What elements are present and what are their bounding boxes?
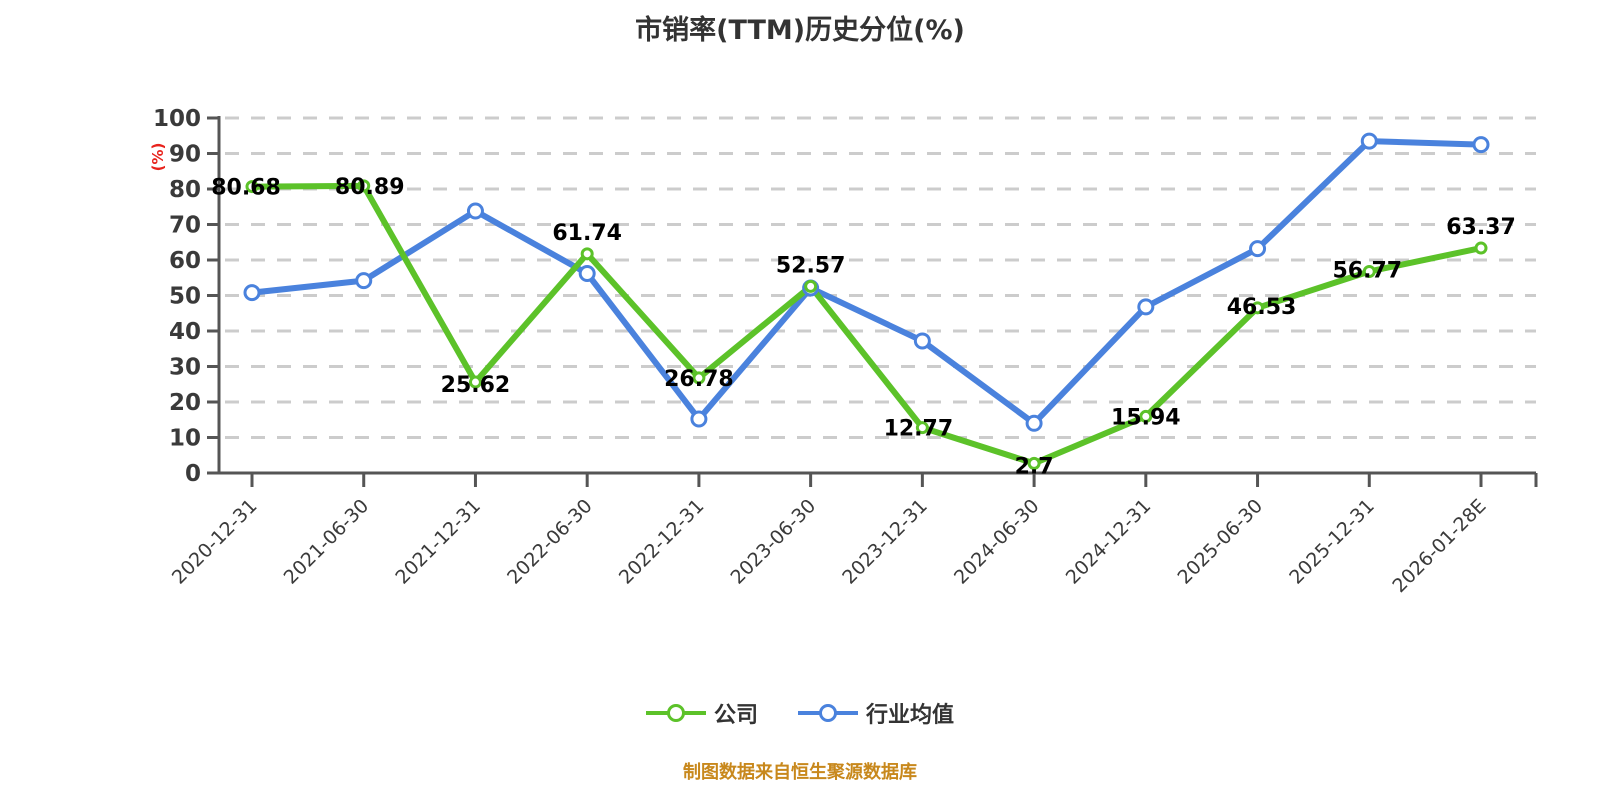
data-point[interactable]	[245, 180, 259, 194]
data-value-label: 46.53	[1227, 295, 1297, 320]
data-point[interactable]	[468, 375, 482, 389]
y-axis-tick-label: 60	[169, 248, 201, 274]
data-point[interactable]	[913, 332, 931, 350]
x-axis-tick-label: 2025-06-30	[1173, 495, 1267, 589]
y-axis-tick-label: 10	[169, 426, 201, 452]
legend-item-0[interactable]: 公司	[645, 697, 758, 729]
legend-marker-icon	[798, 702, 858, 724]
data-point[interactable]	[1137, 298, 1155, 316]
legend-label: 公司	[713, 703, 758, 728]
series-line-1	[249, 138, 1484, 427]
legend-marker-icon	[645, 702, 706, 724]
legend-dot-icon	[666, 704, 685, 722]
data-point[interactable]	[1472, 136, 1490, 154]
data-labels-group: 80.68 80.89 25.62 61.74 26.78 52.57 12.77 2.7 15…	[211, 175, 1516, 480]
legend-item-1[interactable]: 行业均值	[798, 697, 954, 729]
x-axis-tick-label: 2021-12-31	[391, 495, 485, 589]
x-axis-tick-label: 2023-06-30	[727, 495, 821, 589]
x-axis-tick-label: 2021-06-30	[280, 495, 374, 589]
data-value-label: 15.94	[1111, 405, 1181, 430]
data-point[interactable]	[1025, 414, 1043, 432]
data-point[interactable]	[1360, 132, 1378, 150]
data-value-label: 12.77	[884, 417, 954, 442]
data-value-label: 26.78	[664, 367, 734, 392]
data-point[interactable]	[355, 272, 373, 290]
data-point[interactable]	[915, 421, 929, 435]
data-point[interactable]	[804, 279, 818, 293]
y-axis-tick-label: 20	[169, 390, 201, 416]
y-axis-tick-label: 100	[153, 106, 201, 132]
y-axis: 0 10 20 30 40 50 60 70 80 90 100 (%)	[149, 106, 221, 487]
data-value-label: 61.74	[552, 221, 622, 246]
legend-dot-icon	[819, 704, 837, 722]
x-axis: 2020-12-31 2021-06-30 2021-12-31 2022-06-30…	[168, 471, 1538, 597]
data-point[interactable]	[580, 247, 594, 261]
data-point[interactable]	[1249, 240, 1267, 258]
data-point[interactable]	[690, 410, 708, 428]
y-axis-tick-label: 40	[169, 319, 201, 345]
data-point[interactable]	[466, 202, 484, 220]
x-axis-tick-label: 2022-06-30	[503, 495, 597, 589]
data-value-label: 80.89	[335, 175, 405, 200]
x-axis-tick-label: 2025-12-31	[1285, 495, 1379, 589]
y-axis-tick-label: 50	[169, 284, 201, 310]
chart-legend: 公司 行业均值	[0, 697, 1600, 729]
y-axis-tick-label: 70	[169, 213, 201, 239]
series-line-0	[249, 182, 1484, 467]
y-axis-tick-label: 80	[169, 177, 201, 203]
y-axis-tick-label: 30	[169, 355, 201, 381]
data-value-label: 2.7	[1015, 454, 1054, 479]
data-point[interactable]	[1474, 241, 1488, 255]
data-point[interactable]	[243, 284, 261, 302]
data-point[interactable]	[692, 371, 706, 385]
data-series-group	[243, 132, 1490, 470]
chart-title: 市销率(TTM)历史分位(%)	[635, 15, 965, 46]
x-axis-tick-label: 2022-12-31	[615, 495, 709, 589]
data-value-label: 25.62	[441, 373, 511, 398]
legend-label: 行业均值	[866, 703, 955, 728]
x-axis-tick-label: 2024-12-31	[1062, 495, 1156, 589]
y-axis-unit-label: (%)	[149, 143, 167, 172]
x-axis-tick-label: 2024-06-30	[950, 495, 1044, 589]
data-value-label: 63.37	[1446, 215, 1516, 240]
data-point[interactable]	[1027, 456, 1041, 470]
data-point[interactable]	[578, 264, 596, 282]
data-point[interactable]	[357, 179, 371, 193]
x-axis-tick-label: 2026-01-28E	[1388, 495, 1490, 597]
data-point[interactable]	[1139, 409, 1153, 423]
gridlines-group	[225, 116, 1536, 439]
data-value-label: 52.57	[776, 253, 846, 278]
footer-note: 制图数据来自恒生聚源数据库	[683, 762, 917, 783]
x-axis-tick-label: 2020-12-31	[168, 495, 262, 589]
y-axis-tick-label: 0	[185, 461, 201, 487]
x-axis-tick-label: 2023-12-31	[838, 495, 932, 589]
y-axis-tick-label: 90	[169, 142, 201, 168]
data-point[interactable]	[1362, 264, 1376, 278]
data-value-label: 80.68	[211, 176, 281, 201]
data-value-label: 56.77	[1332, 258, 1402, 283]
data-point[interactable]	[1251, 301, 1265, 315]
